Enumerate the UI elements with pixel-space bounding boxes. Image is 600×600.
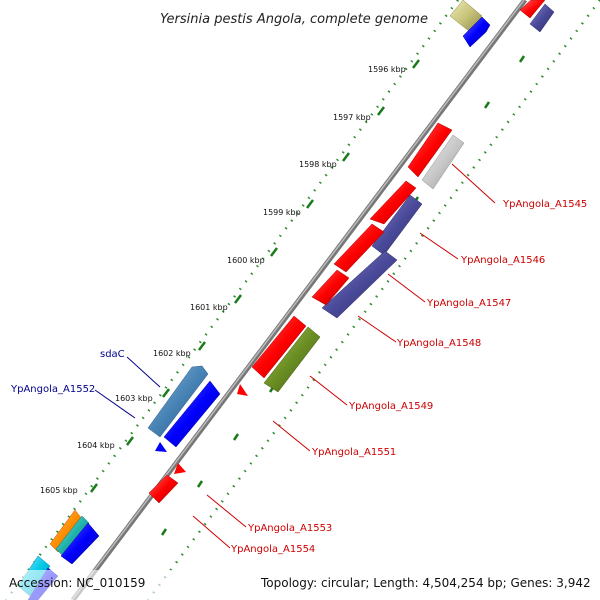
tick-1602 (198, 341, 206, 351)
tick-1601 (234, 294, 242, 304)
inner-tick-k (160, 528, 168, 536)
gene-YpAngola_A1548[interactable] (311, 269, 350, 306)
gene-label-YpAngola_A1551[interactable]: YpAngola_A1551 (311, 447, 396, 458)
outer-major-ticks (90, 59, 420, 493)
gene-orange[interactable] (49, 509, 83, 553)
gene-YpAngola_A1545-red[interactable] (407, 122, 453, 178)
inner-tick-j (196, 480, 204, 488)
forward-strand-genes (17, 0, 491, 600)
gene-small-blue[interactable] (155, 442, 167, 452)
leader-YpAngola_A1548 (357, 315, 397, 343)
gene-labels: sdaC YpAngola_A1552 YpAngola_A1545 YpAng… (10, 199, 587, 555)
gene-label-sdaC[interactable]: sdaC (100, 349, 125, 360)
gene-YpAngola_A1554[interactable] (148, 474, 179, 504)
tick-1605 (90, 483, 98, 493)
gene-YpAngola_A1551[interactable] (237, 384, 248, 396)
scale-label-1604: 1604 kbp (77, 441, 115, 450)
gene-label-YpAngola_A1553[interactable]: YpAngola_A1553 (247, 523, 332, 534)
scale-label-1597: 1597 kbp (333, 113, 371, 122)
gene-label-YpAngola_A1546[interactable]: YpAngola_A1546 (460, 255, 545, 266)
leader-YpAngola_A1549 (309, 375, 348, 406)
leader-YpAngola_A1546 (419, 232, 459, 260)
gene-YpAngola_A1552[interactable] (163, 380, 221, 448)
leader-YpAngola_A1552 (94, 389, 136, 419)
tick-1603 (162, 388, 170, 398)
gene-YpAngola_A1545[interactable] (421, 134, 465, 190)
topology-summary-text: Topology: circular; Length: 4,504,254 bp… (260, 576, 591, 590)
accession-text: Accession: NC_010159 (9, 576, 145, 590)
gene-YpAngola_A1547[interactable] (321, 250, 398, 319)
leader-YpAngola_A1547 (387, 273, 426, 303)
gene-YpAngola_A1549[interactable] (263, 326, 321, 393)
scale-label-1600: 1600 kbp (227, 256, 265, 265)
reverse-strand-genes (148, 0, 555, 504)
gene-label-YpAngola_A1554[interactable]: YpAngola_A1554 (230, 544, 315, 555)
inner-tick-a (518, 55, 526, 63)
gene-label-YpAngola_A1552[interactable]: YpAngola_A1552 (10, 384, 95, 395)
scale-label-1601: 1601 kbp (190, 303, 228, 312)
scale-label-1599: 1599 kbp (263, 208, 301, 217)
gene-label-YpAngola_A1548[interactable]: YpAngola_A1548 (396, 338, 481, 349)
genome-backbone (71, 0, 527, 600)
gene-sdaC[interactable] (147, 365, 209, 438)
leader-lines (94, 163, 496, 549)
tick-1600 (270, 247, 278, 257)
map-title: Yersinia pestis Angola, complete genome (160, 12, 428, 27)
gene-blue-lower[interactable] (60, 522, 100, 565)
leader-YpAngola_A1553 (206, 494, 247, 528)
inner-tick-i (232, 433, 240, 441)
inner-tick-dot-line (147, 0, 600, 600)
gene-red-top[interactable] (519, 0, 546, 19)
gene-YpAngola_A1549-red[interactable] (251, 315, 307, 379)
scale-label-1598: 1598 kbp (299, 160, 337, 169)
backbone-line (71, 0, 527, 600)
gene-blue-top[interactable] (462, 16, 491, 48)
gene-YpAngola_A1547-red[interactable] (333, 223, 385, 273)
leader-YpAngola_A1554 (192, 515, 231, 549)
gene-navy-top[interactable] (529, 3, 555, 33)
scale-labels: 1596 kbp 1597 kbp 1598 kbp 1599 kbp 1600… (40, 65, 406, 495)
tick-1597 (377, 106, 385, 116)
scale-label-1596: 1596 kbp (368, 65, 406, 74)
gene-label-YpAngola_A1549[interactable]: YpAngola_A1549 (348, 401, 433, 412)
outer-tick-dot-line (5, 0, 459, 600)
gene-YpAngola_A1546-red[interactable] (369, 180, 417, 225)
gene-YpAngola_A1553[interactable] (174, 463, 186, 474)
gene-label-YpAngola_A1545[interactable]: YpAngola_A1545 (502, 199, 587, 210)
gene-label-YpAngola_A1547[interactable]: YpAngola_A1547 (426, 298, 511, 309)
tick-1599 (306, 199, 314, 209)
leader-sdaC (126, 356, 161, 388)
leader-YpAngola_A1545 (451, 163, 496, 204)
inner-tick-b (483, 101, 491, 109)
backbone-highlight (71, 0, 525, 600)
tick-1596 (412, 59, 420, 69)
tick-1598 (342, 152, 350, 162)
footer-band (0, 570, 600, 600)
leader-YpAngola_A1551 (272, 420, 311, 452)
tick-1604 (126, 436, 134, 446)
scale-label-1605: 1605 kbp (40, 486, 78, 495)
scale-label-1602: 1602 kbp (153, 349, 191, 358)
scale-label-1603: 1603 kbp (115, 394, 153, 403)
